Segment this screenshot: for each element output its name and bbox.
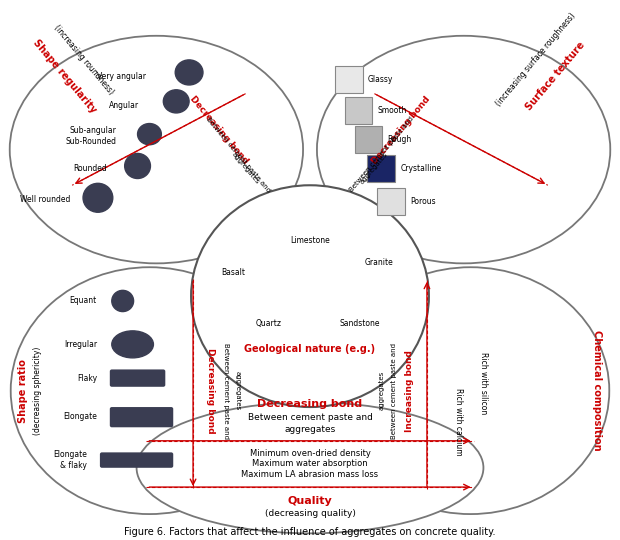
- Ellipse shape: [175, 60, 203, 85]
- Text: Very angular: Very angular: [97, 72, 146, 81]
- Text: Well rounded: Well rounded: [20, 195, 70, 204]
- Ellipse shape: [10, 36, 303, 264]
- Text: aggregates: aggregates: [231, 151, 260, 185]
- Text: Decreasing bond: Decreasing bond: [257, 399, 363, 409]
- Bar: [368, 156, 395, 183]
- Text: Between cement paste and: Between cement paste and: [205, 116, 272, 193]
- Ellipse shape: [125, 153, 151, 179]
- Text: Decreasing bond: Decreasing bond: [206, 348, 215, 434]
- Text: Angular: Angular: [109, 101, 140, 110]
- Text: Elongate: Elongate: [63, 412, 97, 421]
- FancyBboxPatch shape: [110, 407, 173, 427]
- Text: Flaky: Flaky: [77, 374, 97, 383]
- Text: Shape regularity: Shape regularity: [30, 38, 98, 115]
- Ellipse shape: [136, 402, 484, 534]
- Text: (decreasing quality): (decreasing quality): [265, 509, 355, 518]
- Text: Increasing bond: Increasing bond: [405, 350, 414, 431]
- Ellipse shape: [83, 183, 113, 212]
- Text: Surface texture: Surface texture: [525, 40, 587, 112]
- Text: Chemical composition: Chemical composition: [592, 330, 603, 451]
- Text: aggregates: aggregates: [360, 151, 389, 185]
- Ellipse shape: [191, 185, 429, 407]
- Text: Equant: Equant: [69, 296, 97, 306]
- Text: Quality: Quality: [288, 496, 332, 505]
- Text: Irregular: Irregular: [64, 340, 97, 349]
- Text: Maximum water absorption: Maximum water absorption: [252, 460, 368, 468]
- Text: Maximum LA abrasion mass loss: Maximum LA abrasion mass loss: [241, 470, 379, 479]
- Text: Between cement paste and: Between cement paste and: [391, 343, 397, 438]
- Text: (increasing roundness): (increasing roundness): [52, 23, 116, 97]
- Ellipse shape: [112, 331, 153, 358]
- Text: aggregates: aggregates: [285, 425, 335, 434]
- Text: Elongate
& flaky: Elongate & flaky: [53, 450, 87, 470]
- Text: Decreasing bond: Decreasing bond: [370, 94, 432, 166]
- Text: Sub-angular: Sub-angular: [70, 126, 117, 135]
- Text: aggregates: aggregates: [378, 371, 384, 410]
- Text: Between cement paste and: Between cement paste and: [348, 116, 415, 193]
- Text: Shape ratio: Shape ratio: [17, 359, 28, 423]
- Text: Figure 6. Factors that affect the influence of aggregates on concrete quality.: Figure 6. Factors that affect the influe…: [124, 527, 496, 537]
- FancyBboxPatch shape: [110, 369, 166, 387]
- Text: Granite: Granite: [365, 258, 394, 267]
- Text: Minimum oven-dried density: Minimum oven-dried density: [250, 449, 370, 458]
- Text: Rich with silicon: Rich with silicon: [479, 352, 488, 414]
- Text: Glassy: Glassy: [368, 75, 393, 84]
- Text: Between cement paste and: Between cement paste and: [223, 343, 229, 438]
- Text: Geological nature (e.g.): Geological nature (e.g.): [244, 344, 376, 354]
- Text: (increasing surface roughness): (increasing surface roughness): [494, 11, 578, 109]
- Text: Quartz: Quartz: [255, 319, 281, 328]
- Bar: [335, 66, 363, 93]
- Text: Decreasing bond: Decreasing bond: [188, 94, 250, 166]
- Text: Limestone: Limestone: [290, 236, 330, 245]
- Text: Crystalline: Crystalline: [400, 164, 441, 173]
- Bar: [378, 188, 405, 215]
- Text: Sandstone: Sandstone: [339, 319, 380, 328]
- Text: Rough: Rough: [388, 136, 412, 144]
- Ellipse shape: [163, 90, 189, 113]
- Ellipse shape: [112, 291, 133, 312]
- Text: Sub-Rounded: Sub-Rounded: [66, 137, 117, 146]
- Ellipse shape: [332, 267, 609, 514]
- Text: Rounded: Rounded: [73, 164, 107, 173]
- Ellipse shape: [11, 267, 288, 514]
- Text: Basalt: Basalt: [221, 267, 246, 276]
- Text: Between cement paste and: Between cement paste and: [247, 413, 373, 422]
- Bar: [345, 97, 373, 124]
- Text: (decreasing sphericity): (decreasing sphericity): [33, 347, 42, 435]
- Bar: [355, 126, 383, 153]
- Text: Smooth: Smooth: [378, 105, 407, 114]
- Text: aggregates: aggregates: [234, 371, 241, 410]
- FancyBboxPatch shape: [100, 453, 173, 468]
- Ellipse shape: [138, 124, 161, 145]
- Text: Rich with calcium: Rich with calcium: [454, 388, 463, 455]
- Ellipse shape: [317, 36, 610, 264]
- Text: Porous: Porous: [410, 197, 436, 206]
